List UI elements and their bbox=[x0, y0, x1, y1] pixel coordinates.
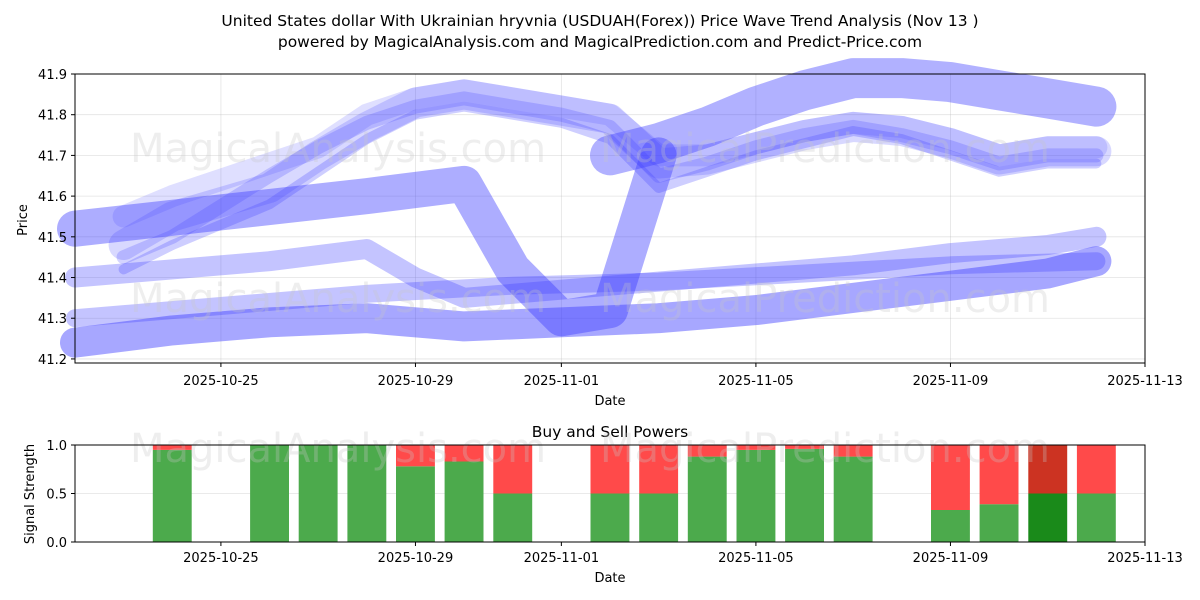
bottom-ylabel: Signal Strength bbox=[23, 444, 38, 544]
bottom-plot: Buy and Sell Powers 2025-10-25 2025-10-29… bbox=[23, 423, 1183, 586]
sell-bar bbox=[396, 445, 435, 467]
wave-upper-wave-d bbox=[108, 79, 1112, 260]
top-ytick-label: 41.5 bbox=[38, 231, 67, 246]
sell-bar bbox=[1028, 445, 1068, 494]
buy-bar bbox=[639, 493, 679, 542]
wave-lower-wave-b bbox=[60, 246, 1112, 358]
sell-bar bbox=[152, 445, 192, 450]
sell-bar bbox=[785, 445, 824, 449]
top-xtick-label: 2025-10-25 bbox=[183, 374, 259, 389]
buy-bar bbox=[1028, 493, 1068, 542]
bottom-frame bbox=[74, 444, 1146, 543]
watermark-3: MagicalAnalysis.com bbox=[130, 276, 546, 322]
bottom-bars bbox=[152, 445, 1116, 542]
buy-bar bbox=[152, 449, 192, 542]
sell-bar bbox=[444, 445, 484, 462]
buy-bar bbox=[590, 493, 630, 542]
sell-bar bbox=[979, 445, 1019, 505]
buy-bar bbox=[444, 461, 484, 542]
top-ytick-label: 41.6 bbox=[38, 190, 67, 205]
bottom-xtick-label: 2025-11-05 bbox=[718, 551, 794, 566]
wave-upper-wave-b bbox=[112, 79, 1108, 228]
top-xlabel: Date bbox=[594, 394, 625, 409]
bottom-xtick-label: 2025-10-25 bbox=[183, 551, 259, 566]
top-xtick-label: 2025-11-05 bbox=[718, 374, 794, 389]
wave-upper-wave-c bbox=[118, 101, 1102, 275]
bottom-xtick-label: 2025-11-13 bbox=[1107, 551, 1183, 566]
bottom-xtick-label: 2025-11-09 bbox=[913, 551, 989, 566]
buy-bar bbox=[1076, 493, 1116, 542]
sell-bar bbox=[931, 445, 970, 510]
buy-bar bbox=[785, 448, 824, 542]
bottom-ytick-label: 0.5 bbox=[46, 488, 67, 503]
sell-bar bbox=[736, 445, 776, 450]
top-ytick-label: 41.2 bbox=[38, 353, 67, 368]
top-frame bbox=[74, 73, 1146, 364]
bottom-ytick-label: 0.0 bbox=[46, 536, 67, 551]
top-ytick-label: 41.9 bbox=[38, 68, 67, 83]
top-xtick-label: 2025-10-29 bbox=[378, 374, 454, 389]
bottom-xtick-label: 2025-11-01 bbox=[524, 551, 600, 566]
top-ytick-label: 41.3 bbox=[38, 312, 67, 327]
sell-bar bbox=[493, 445, 533, 494]
top-xtick-label: 2025-11-01 bbox=[524, 374, 600, 389]
watermark-4: MagicalPrediction.com bbox=[600, 276, 1050, 322]
bottom-xtick-label: 2025-10-29 bbox=[378, 551, 454, 566]
chart-title-line2: powered by MagicalAnalysis.com and Magic… bbox=[278, 33, 922, 51]
bottom-title: Buy and Sell Powers bbox=[532, 423, 689, 441]
buy-bar bbox=[979, 504, 1019, 542]
wave-high-arc bbox=[590, 58, 1117, 176]
top-waves bbox=[57, 58, 1117, 358]
wave-lower-wave-a bbox=[65, 226, 1107, 308]
sell-bar bbox=[833, 445, 873, 457]
top-ytick-label: 41.8 bbox=[38, 109, 67, 124]
top-xtick-label: 2025-11-13 bbox=[1107, 374, 1183, 389]
bottom-ticks: 2025-10-25 2025-10-29 2025-11-01 2025-11-05… bbox=[46, 439, 1182, 566]
bottom-ytick-label: 1.0 bbox=[46, 439, 67, 454]
top-ticks: 2025-10-25 2025-10-29 2025-11-01 2025-11-05… bbox=[38, 68, 1183, 389]
buy-bar bbox=[250, 445, 289, 542]
watermark-2: MagicalPrediction.com bbox=[600, 126, 1050, 172]
sell-bar bbox=[590, 445, 630, 494]
buy-bar bbox=[493, 493, 533, 542]
buy-bar bbox=[736, 449, 776, 542]
wave-swing-wave bbox=[57, 137, 677, 337]
buy-bar bbox=[833, 456, 873, 542]
buy-bar bbox=[687, 456, 727, 542]
top-plot: 2025-10-25 2025-10-29 2025-11-01 2025-11-05… bbox=[16, 58, 1183, 409]
wave-lower-wave-c bbox=[66, 252, 1106, 328]
chart-title-line1: United States dollar With Ukrainian hryv… bbox=[221, 12, 978, 30]
sell-bar bbox=[639, 445, 679, 494]
watermark-layer: MagicalAnalysis.com MagicalPrediction.co… bbox=[130, 126, 1050, 472]
buy-bar bbox=[347, 445, 387, 542]
top-xtick-label: 2025-11-09 bbox=[913, 374, 989, 389]
buy-bar bbox=[298, 445, 338, 542]
top-ytick-label: 41.4 bbox=[38, 272, 67, 287]
watermark-1: MagicalAnalysis.com bbox=[130, 126, 546, 172]
top-ylabel: Price bbox=[16, 204, 31, 236]
sell-bar bbox=[1076, 445, 1116, 494]
watermark-5: MagicalAnalysis.com bbox=[130, 426, 546, 472]
watermark-6: MagicalPrediction.com bbox=[600, 426, 1050, 472]
sell-bar bbox=[687, 445, 727, 457]
buy-bar bbox=[396, 466, 435, 542]
buy-bar bbox=[931, 510, 970, 542]
bottom-xlabel: Date bbox=[594, 571, 625, 586]
top-ytick-label: 41.7 bbox=[38, 149, 67, 164]
wave-upper-wave-a bbox=[116, 91, 1104, 265]
